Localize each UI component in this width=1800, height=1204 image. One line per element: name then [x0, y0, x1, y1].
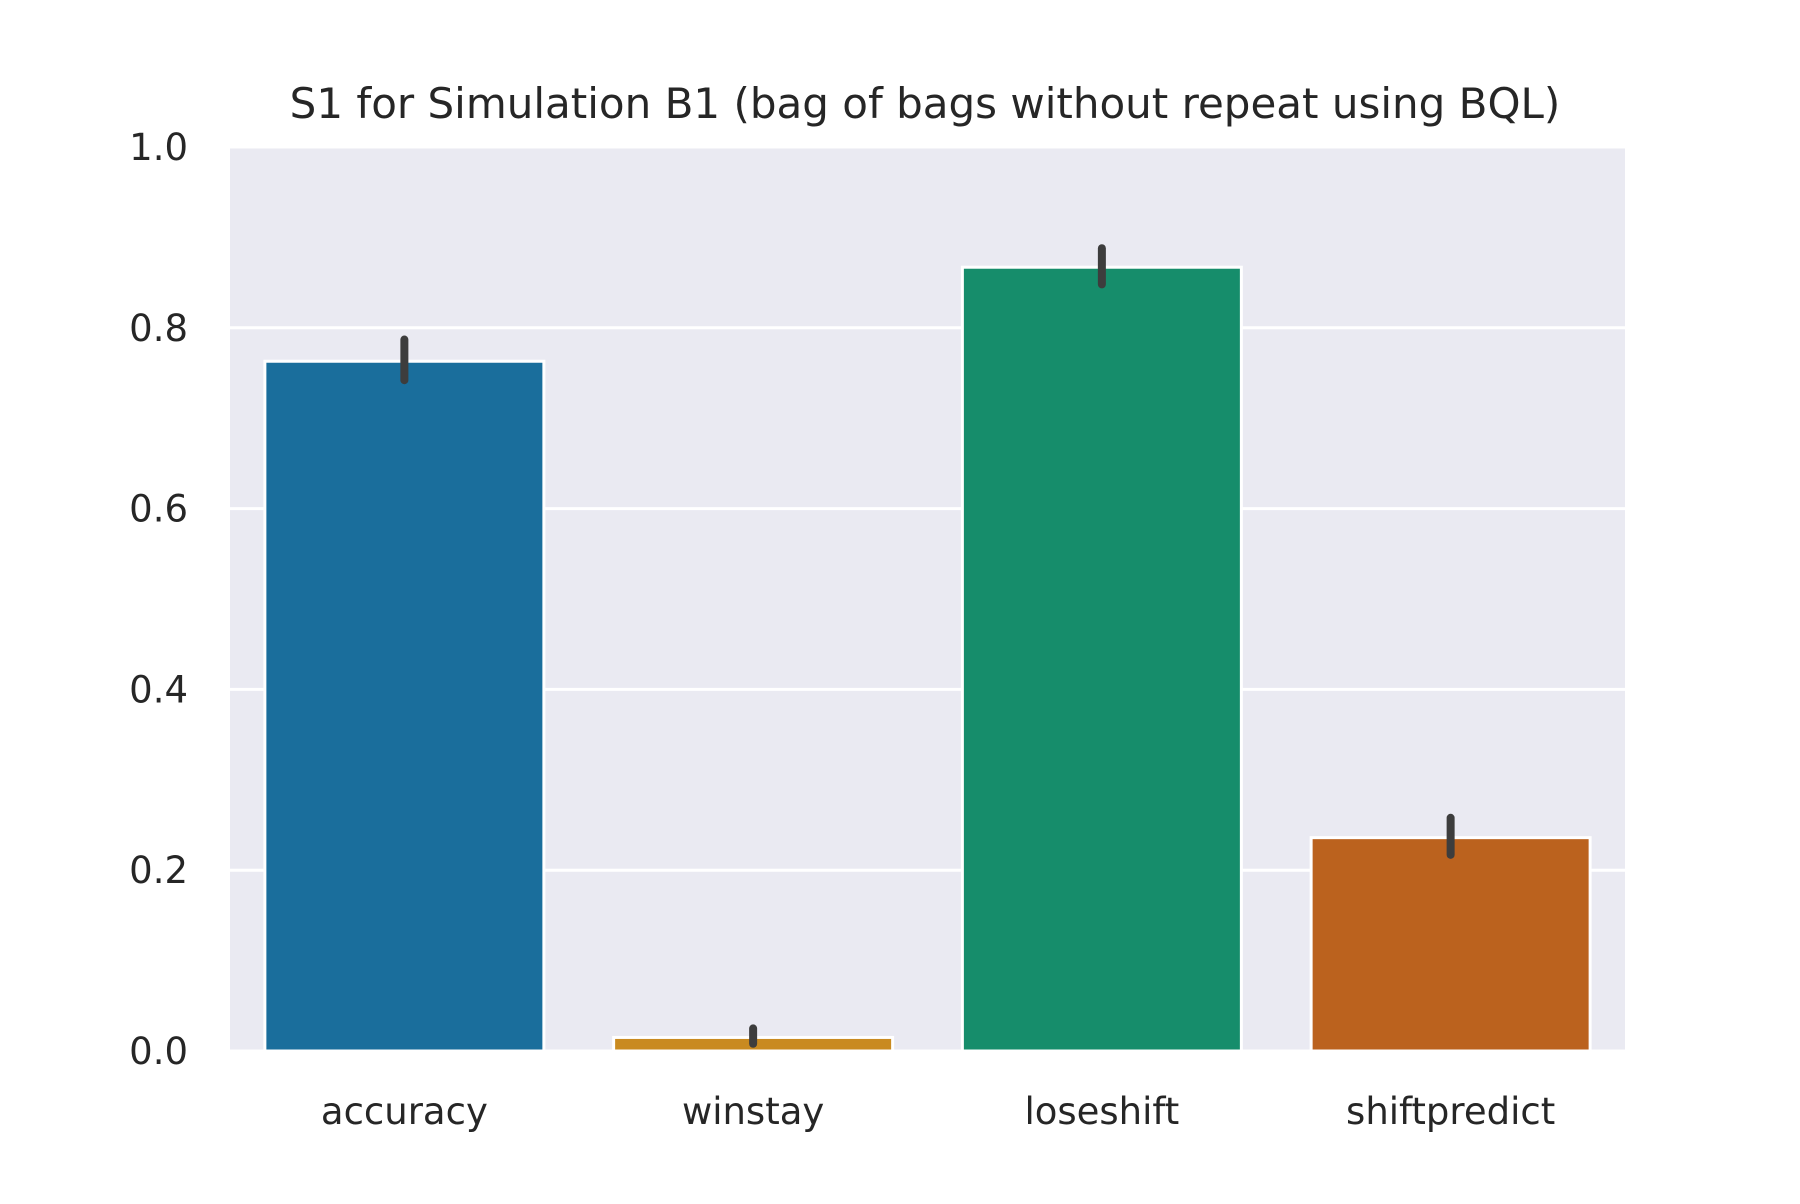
x-tick-label: shiftpredict [1346, 1090, 1555, 1133]
x-tick-label: accuracy [321, 1090, 488, 1133]
x-tick-label: loseshift [1024, 1090, 1179, 1133]
y-tick-label: 1.0 [129, 126, 188, 169]
x-tick-label: winstay [682, 1090, 824, 1133]
bars [263, 265, 1592, 1053]
y-tick-label: 0.4 [129, 668, 188, 711]
chart-title: S1 for Simulation B1 (bag of bags withou… [290, 79, 1561, 128]
y-tick-label: 0.2 [129, 849, 188, 892]
bar-loseshift [960, 265, 1243, 1053]
y-tick-label: 0.6 [129, 488, 188, 531]
y-tick-label: 0.8 [129, 307, 188, 350]
error-bars [400, 244, 1455, 1048]
x-axis-ticks: accuracy winstay loseshift shiftpredict [321, 1090, 1555, 1133]
bar-shiftpredict [1309, 836, 1592, 1053]
y-tick-label: 0.0 [129, 1030, 188, 1073]
bar-accuracy [263, 359, 546, 1053]
y-axis-ticks: 0.0 0.2 0.4 0.6 0.8 1.0 [129, 126, 188, 1073]
